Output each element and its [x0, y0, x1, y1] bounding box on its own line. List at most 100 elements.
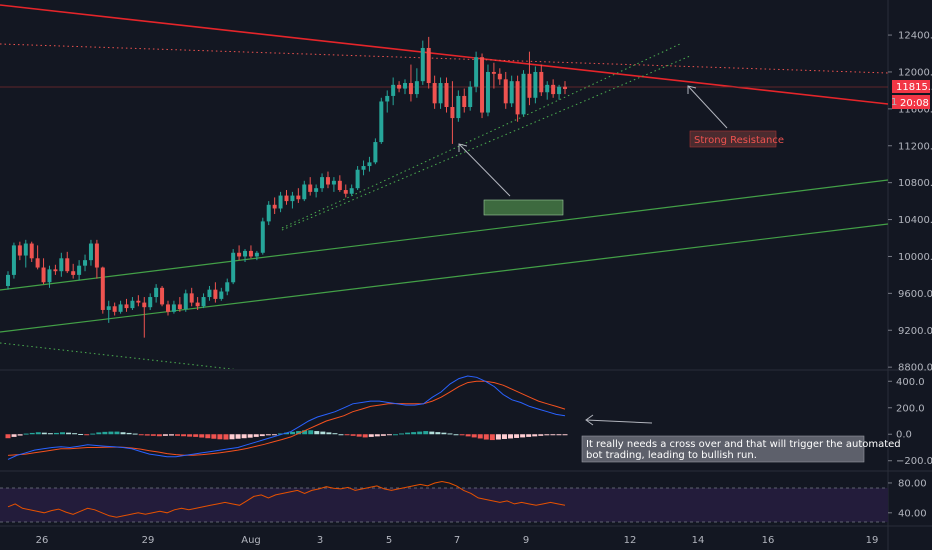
candle-body[interactable]	[201, 297, 206, 307]
candle-body[interactable]	[118, 304, 123, 312]
support-label-box[interactable]	[483, 199, 564, 216]
price-axis[interactable]: 12400.0 12000.0 11600.0 11200.0 10800.0 10400…	[888, 31, 932, 374]
candle-body[interactable]	[355, 169, 360, 189]
candle-body[interactable]	[53, 269, 58, 272]
candle-body[interactable]	[254, 252, 259, 257]
candle-body[interactable]	[343, 190, 348, 194]
candle-body[interactable]	[124, 304, 129, 309]
candle-body[interactable]	[243, 250, 248, 257]
candle-body[interactable]	[225, 282, 230, 292]
macd-note-box[interactable]	[581, 435, 865, 463]
candle-body[interactable]	[462, 95, 467, 108]
support-dotted-upper[interactable]	[281, 43, 681, 229]
candle-body[interactable]	[527, 73, 532, 98]
candle-body[interactable]	[130, 300, 135, 309]
candle-body[interactable]	[213, 289, 218, 299]
candle-body[interactable]	[444, 83, 449, 108]
candle-body[interactable]	[474, 57, 479, 87]
candle-body[interactable]	[65, 258, 70, 272]
candle-body[interactable]	[260, 221, 265, 253]
candle-body[interactable]	[361, 166, 366, 170]
candle-body[interactable]	[106, 306, 111, 310]
candle-body[interactable]	[420, 47, 425, 82]
candle-body[interactable]	[23, 243, 28, 256]
candle-body[interactable]	[71, 271, 76, 275]
candle-body[interactable]	[189, 293, 194, 303]
candle-body[interactable]	[100, 267, 105, 310]
candle-body[interactable]	[521, 73, 526, 115]
candle-body[interactable]	[266, 204, 271, 222]
candle-body[interactable]	[563, 86, 567, 89]
candle-body[interactable]	[426, 47, 431, 84]
candle-body[interactable]	[278, 195, 283, 209]
candle-body[interactable]	[94, 243, 99, 268]
candle-body[interactable]	[231, 252, 236, 283]
resistance-arrow[interactable]	[687, 85, 728, 129]
candle-body[interactable]	[237, 252, 242, 257]
macd-line[interactable]	[7, 375, 566, 460]
candle-body[interactable]	[325, 177, 330, 185]
candle-body[interactable]	[219, 291, 224, 299]
candle-body[interactable]	[41, 267, 46, 283]
candle-body[interactable]	[397, 84, 402, 89]
candle-body[interactable]	[142, 302, 147, 308]
candle-body[interactable]	[88, 243, 93, 261]
candle-body[interactable]	[29, 243, 34, 259]
candle-body[interactable]	[314, 188, 319, 192]
time-axis[interactable]: 26 29 Aug 3 5 7 9 12 14 16 19	[36, 535, 879, 546]
candle-body[interactable]	[414, 81, 419, 95]
candle-body[interactable]	[47, 269, 52, 283]
candle-body[interactable]	[59, 258, 64, 272]
candle-body[interactable]	[509, 81, 514, 104]
channel-upper-line[interactable]	[0, 179, 888, 291]
candle-body[interactable]	[11, 245, 16, 275]
candle-body[interactable]	[83, 260, 88, 266]
candle-body[interactable]	[408, 83, 413, 95]
strong-resistance-box[interactable]	[689, 130, 777, 148]
candle-body[interactable]	[177, 304, 182, 310]
candle-body[interactable]	[545, 84, 550, 93]
candle-body[interactable]	[112, 306, 117, 312]
candle-body[interactable]	[515, 81, 520, 115]
old-support-dotted[interactable]	[0, 342, 240, 370]
candle-body[interactable]	[171, 304, 176, 312]
candle-body[interactable]	[296, 195, 301, 200]
candle-body[interactable]	[480, 57, 485, 113]
candle-body[interactable]	[349, 188, 354, 194]
candle-body[interactable]	[557, 86, 562, 95]
candle-body[interactable]	[337, 180, 342, 191]
channel-lower-line[interactable]	[0, 223, 888, 333]
candle-body[interactable]	[6, 274, 10, 286]
macd-arrow[interactable]	[585, 419, 653, 424]
candle-body[interactable]	[272, 204, 277, 209]
candle-body[interactable]	[367, 162, 372, 167]
candle-body[interactable]	[35, 258, 40, 268]
candle-body[interactable]	[302, 184, 307, 200]
candle-body[interactable]	[379, 101, 384, 143]
candle-body[interactable]	[456, 95, 461, 119]
candle-body[interactable]	[195, 302, 200, 307]
candle-body[interactable]	[551, 84, 556, 95]
support-arrow[interactable]	[458, 143, 511, 197]
candle-body[interactable]	[539, 71, 544, 93]
candle-body[interactable]	[77, 265, 82, 275]
candle-body[interactable]	[432, 83, 437, 104]
candle-body[interactable]	[491, 71, 496, 74]
candle-body[interactable]	[497, 73, 502, 80]
candle-body[interactable]	[438, 83, 443, 104]
candle-body[interactable]	[160, 287, 165, 305]
macd-signal-line[interactable]	[7, 380, 566, 456]
candle-body[interactable]	[207, 289, 212, 298]
candle-body[interactable]	[308, 184, 313, 192]
candle-body[interactable]	[373, 142, 378, 163]
rsi-axis[interactable]: 80.00 40.00	[888, 478, 927, 519]
candle-body[interactable]	[290, 195, 295, 202]
resistance-trendline[interactable]	[0, 4, 888, 105]
candle-body[interactable]	[284, 195, 289, 202]
candle-body[interactable]	[450, 107, 455, 119]
macd-axis[interactable]: 400.0 200.0 0.0 −200.0	[888, 377, 932, 467]
candle-body[interactable]	[148, 297, 153, 308]
candle-body[interactable]	[165, 304, 170, 312]
candle-body[interactable]	[136, 300, 141, 303]
